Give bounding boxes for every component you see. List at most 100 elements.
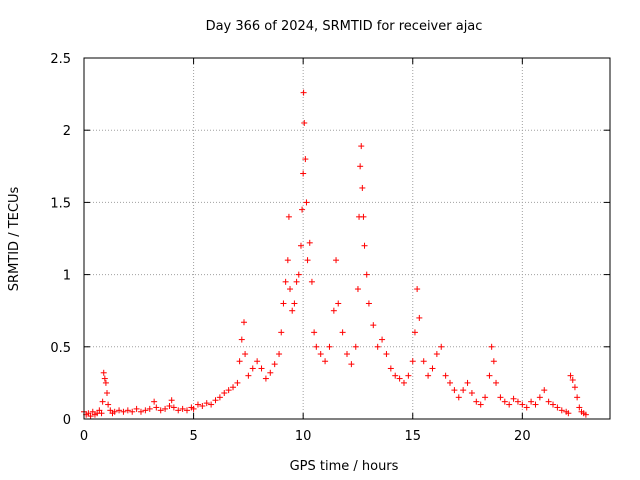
data-point (221, 390, 228, 397)
data-point (230, 384, 237, 391)
data-point (477, 401, 484, 408)
data-point (234, 379, 241, 386)
data-point (554, 404, 561, 411)
data-point (344, 351, 350, 358)
data-point (105, 401, 112, 408)
data-point (133, 405, 140, 412)
data-point (267, 369, 274, 376)
data-point (238, 336, 245, 343)
data-point (249, 365, 256, 372)
data-point (194, 401, 201, 408)
data-point (212, 397, 219, 404)
data-point (208, 401, 215, 408)
data-point (464, 379, 471, 386)
grid-lines (84, 58, 610, 419)
data-point (99, 398, 106, 405)
data-point (120, 408, 127, 415)
data-point (528, 398, 535, 405)
data-point (306, 239, 313, 246)
data-point (493, 379, 500, 386)
data-point (569, 377, 576, 384)
data-point (411, 329, 418, 336)
data-point (370, 322, 377, 329)
data-point (582, 411, 589, 418)
data-point (442, 372, 449, 379)
data-point (299, 206, 306, 213)
data-point (363, 271, 370, 278)
data-point (438, 343, 445, 350)
data-point (190, 405, 197, 412)
x-tick-label: 10 (295, 429, 312, 444)
data-point (170, 404, 177, 411)
data-point (291, 300, 298, 307)
data-point (166, 403, 173, 410)
data-point (333, 257, 340, 264)
data-point (339, 329, 346, 336)
data-point (278, 329, 285, 336)
data-point (313, 343, 320, 350)
data-point (447, 379, 454, 386)
data-point (175, 407, 182, 414)
data-point (137, 408, 144, 415)
chart-title: Day 366 of 2024, SRMTID for receiver aja… (206, 19, 483, 34)
data-point (490, 358, 497, 365)
data-point (396, 375, 403, 382)
data-point (425, 372, 432, 379)
data-point (240, 319, 247, 326)
data-point (460, 387, 467, 394)
data-point (405, 372, 412, 379)
data-point (285, 213, 292, 220)
data-point (550, 401, 557, 408)
data-point (302, 156, 309, 163)
data-point (104, 390, 111, 397)
data-point (365, 300, 372, 307)
data-point (409, 358, 416, 365)
data-point (301, 119, 308, 126)
data-point (532, 401, 539, 408)
data-point (326, 343, 333, 350)
data-point (100, 369, 107, 376)
data-point (151, 398, 158, 405)
data-point (473, 398, 480, 405)
data-point (335, 300, 342, 307)
data-point (558, 407, 565, 414)
data-point (225, 387, 232, 394)
data-point (300, 170, 307, 177)
data-point (383, 351, 390, 358)
data-point (262, 375, 269, 382)
plot-frame (83, 57, 611, 420)
data-point (576, 404, 583, 411)
data-point (203, 400, 210, 407)
x-axis-label: GPS time / hours (290, 459, 399, 474)
data-point (271, 361, 278, 368)
data-point (142, 407, 149, 414)
data-point (361, 242, 368, 249)
data-point (565, 410, 572, 417)
data-point (348, 361, 355, 368)
data-point (280, 300, 287, 307)
data-point (216, 394, 223, 401)
data-point (536, 394, 543, 401)
data-point (545, 398, 552, 405)
x-tick-label: 15 (404, 429, 421, 444)
data-point (387, 365, 394, 372)
data-point (293, 278, 300, 285)
data-point (102, 379, 109, 386)
data-point (354, 286, 361, 293)
data-point (510, 395, 517, 402)
data-point (116, 407, 123, 414)
data-point (374, 343, 381, 350)
data-point (451, 387, 458, 394)
data-point (289, 307, 296, 314)
data-point (98, 410, 105, 417)
data-point (245, 372, 252, 379)
data-point (111, 408, 118, 415)
data-point (420, 358, 427, 365)
data-point (523, 404, 530, 411)
data-point (330, 307, 337, 314)
data-point (488, 343, 495, 350)
data-point (129, 408, 136, 415)
data-point (297, 242, 304, 249)
data-point (254, 358, 261, 365)
